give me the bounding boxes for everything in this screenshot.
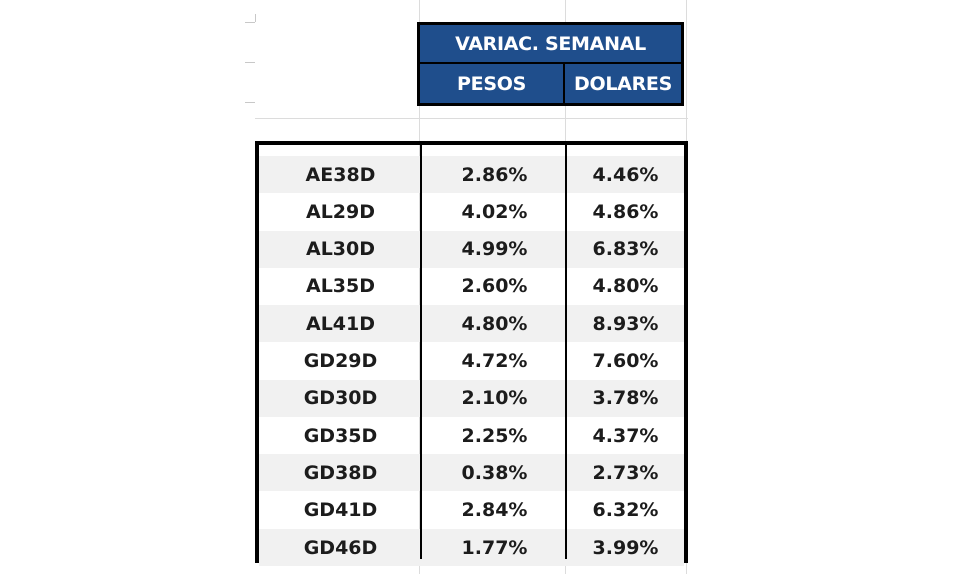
table-row: AL41D 4.80% 8.93% — [259, 305, 684, 343]
dolares-cell: 6.32% — [592, 499, 659, 522]
bond-name-cell: AL29D — [305, 200, 376, 223]
pesos-cell: 4.99% — [461, 238, 528, 261]
table-row: GD41D 2.84% 6.32% — [259, 492, 684, 529]
table-row: GD35D 2.25% 4.37% — [259, 417, 684, 454]
dolares-cell: 7.60% — [592, 350, 659, 372]
bond-name-cell: GD30D — [303, 387, 378, 410]
pesos-cell: 1.77% — [461, 536, 528, 559]
table-row: GD29D 4.72% 7.60% — [259, 343, 684, 380]
column-separator — [565, 145, 567, 559]
bond-name-cell: GD41D — [303, 499, 378, 522]
pesos-cell: 4.72% — [461, 350, 528, 372]
table-row: GD46D 1.77% 3.99% — [259, 529, 684, 566]
grid-line — [255, 118, 688, 119]
table-row: AE38D 2.86% 4.46% — [259, 156, 684, 193]
table-row: AL30D 4.99% 6.83% — [259, 230, 684, 268]
table-row: AL29D 4.02% 4.86% — [259, 193, 684, 230]
pesos-cell: 2.25% — [461, 424, 528, 447]
pesos-cell: 2.86% — [461, 163, 528, 186]
bond-name-cell: AE38D — [305, 163, 376, 186]
header-title: VARIAC. SEMANAL — [420, 25, 681, 62]
table-row: GD38D 0.38% 2.73% — [259, 454, 684, 492]
dolares-cell: 4.80% — [592, 275, 659, 298]
table-row: AL35D 2.60% 4.80% — [259, 268, 684, 305]
bond-name-cell: GD38D — [303, 461, 378, 484]
pesos-cell: 2.84% — [461, 499, 528, 522]
dolares-cell: 4.37% — [592, 424, 659, 447]
grid-tick — [245, 102, 255, 103]
data-table: GD46D 1.77% 3.99% GD41D 2.84% 6.32% GD38D 0.38%… — [255, 141, 688, 566]
dolares-cell: 3.99% — [592, 536, 659, 559]
dolares-cell: 4.86% — [592, 200, 659, 223]
dolares-cell: 8.93% — [592, 312, 659, 335]
grid-tick — [245, 22, 255, 23]
table-header: VARIAC. SEMANAL PESOS DOLARES — [417, 22, 684, 106]
bond-name-cell: AL35D — [305, 275, 376, 298]
header-col-pesos: PESOS — [420, 64, 563, 103]
dolares-cell: 6.83% — [592, 238, 659, 261]
pesos-cell: 2.10% — [461, 387, 528, 410]
dolares-cell: 4.46% — [592, 163, 659, 186]
column-separator — [420, 145, 422, 559]
grid-line — [419, 0, 420, 574]
pesos-cell: 2.60% — [461, 275, 528, 298]
grid-tick — [255, 14, 256, 22]
bond-name-cell: GD35D — [303, 424, 378, 447]
pesos-cell: 0.38% — [461, 461, 528, 484]
pesos-cell: 4.02% — [461, 200, 528, 223]
header-col-dolares: DOLARES — [565, 64, 681, 103]
dolares-cell: 2.73% — [592, 461, 659, 484]
bond-name-cell: AL41D — [305, 312, 376, 335]
bond-name-cell: AL30D — [305, 238, 376, 261]
pesos-cell: 4.80% — [461, 312, 528, 335]
bond-name-cell: GD46D — [303, 536, 378, 559]
dolares-cell: 3.78% — [592, 387, 659, 410]
grid-tick — [245, 62, 255, 63]
table-row: GD30D 2.10% 3.78% — [259, 379, 684, 417]
bond-name-cell: GD29D — [303, 350, 378, 372]
